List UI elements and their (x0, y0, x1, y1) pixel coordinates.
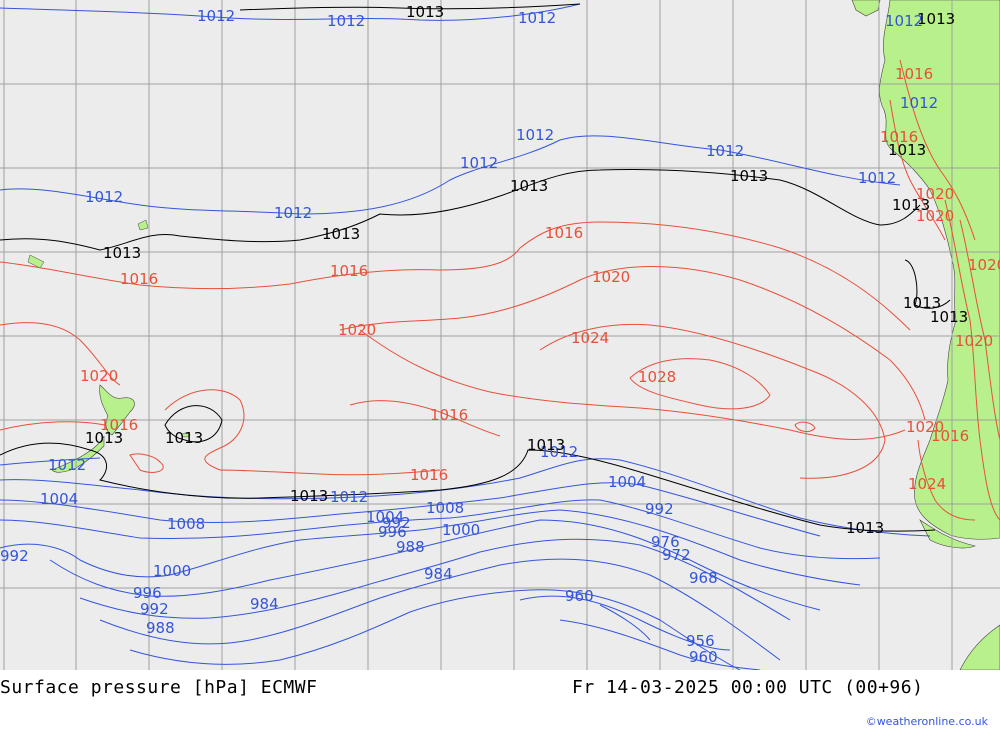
isobar-label-high-17: 1020 (968, 256, 1000, 274)
isobars-high (0, 59, 1000, 521)
isobar-label-low-28: 996 (133, 584, 162, 602)
isobar-label-low-3: 1012 (516, 126, 554, 144)
isobar-label-high-3: 1020 (592, 268, 630, 286)
isobar-label-low-2: 1012 (518, 9, 556, 27)
isobar-label-1013-7: 1013 (917, 10, 955, 28)
isobar-label-1013-13: 1013 (290, 487, 328, 505)
isobar-label-high-7: 1020 (80, 367, 118, 385)
pressure-map: 1012 1012 1012 1012 1012 1012 1012 1012 1012 1012… (0, 0, 1000, 670)
isobar-label-1013-1: 1013 (510, 177, 548, 195)
chatham-island (181, 432, 191, 438)
isobar-label-1013-5: 1013 (892, 196, 930, 214)
isobar-label-low-13: 1012 (330, 488, 368, 506)
isobar-label-low-6: 1012 (858, 169, 896, 187)
isobar-label-high-9: 1016 (430, 406, 468, 424)
isobar-label-low-11: 1012 (48, 456, 86, 474)
valid-time: Fr 14-03-2025 00:00 UTC (00+96) (572, 677, 924, 698)
isobar-label-1013-9: 1013 (930, 308, 968, 326)
isobar-label-high-1: 1016 (330, 262, 368, 280)
isobar-label-low-24: 976 (651, 533, 680, 551)
isobar-label-high-10: 1016 (410, 466, 448, 484)
fiji-island (137, 219, 149, 231)
isobar-label-1013-2: 1013 (730, 167, 768, 185)
isobar-label-low-9: 1012 (885, 12, 923, 30)
isobar-labels-low: 1012 1012 1012 1012 1012 1012 1012 1012 1012 1012… (0, 7, 938, 666)
isobar-label-high-5: 1024 (571, 329, 609, 347)
map-title: Surface pressure [hPa] ECMWF (0, 677, 318, 698)
isobar-label-high-2: 1016 (120, 270, 158, 288)
isobar-label-low-20: 996 (378, 523, 407, 541)
isobar-label-1013-4: 1013 (103, 244, 141, 262)
galapagos-area (851, 0, 881, 17)
isobar-label-1013-11: 1013 (165, 429, 203, 447)
ocean-background (0, 0, 1000, 670)
isobar-label-high-6: 1028 (638, 368, 676, 386)
isobar-label-low-36: 992 (0, 547, 29, 565)
lat-lon-grid (0, 0, 1000, 670)
isobar-label-low-16: 1004 (366, 508, 404, 526)
isobar-label-low-27: 1000 (153, 562, 191, 580)
isobar-label-low-30: 988 (146, 619, 175, 637)
isobar-label-low-15: 1004 (608, 473, 646, 491)
isobar-label-1013-0: 1013 (406, 3, 444, 21)
isobar-label-low-10: 1012 (900, 94, 938, 112)
isobar-label-low-33: 960 (565, 587, 594, 605)
cape-horn-land (919, 519, 976, 549)
isobar-label-high-11: 1020 (906, 418, 944, 436)
isobar-label-low-25: 972 (662, 546, 691, 564)
isobar-label-high-15: 1020 (916, 185, 954, 203)
isobar-label-low-35: 960 (689, 648, 718, 666)
isobar-label-high-4: 1020 (338, 321, 376, 339)
isobar-label-low-22: 988 (396, 538, 425, 556)
isobar-label-low-14: 1004 (40, 490, 78, 508)
isobar-labels-1013: 1013101310131013101310131013101310131013… (85, 3, 968, 537)
isobar-label-1013-3: 1013 (322, 225, 360, 243)
isobar-label-low-34: 956 (686, 632, 715, 650)
isobar-label-low-17: 1008 (167, 515, 205, 533)
isobar-label-low-18: 1008 (426, 499, 464, 517)
isobar-label-low-26: 984 (424, 565, 453, 583)
isobars-low (0, 3, 931, 670)
new-zealand-north-island (99, 384, 135, 436)
isobar-label-high-14: 1016 (895, 65, 933, 83)
isobar-label-high-19: 1016 (880, 128, 918, 146)
isobar-label-low-1: 1012 (327, 12, 365, 30)
isobar-label-low-0: 1012 (197, 7, 235, 25)
isobar-label-low-31: 984 (250, 595, 279, 613)
isobar-label-low-12: 1012 (540, 443, 578, 461)
isobar-label-high-16: 1020 (916, 207, 954, 225)
isobar-label-low-29: 992 (140, 600, 169, 618)
isobar-1013 (0, 3, 951, 532)
isobar-label-low-5: 1012 (706, 142, 744, 160)
new-zealand-south-island (51, 435, 105, 473)
isobar-label-low-8: 1012 (274, 204, 312, 222)
isobar-label-low-21: 992 (382, 514, 411, 532)
antarctic-peninsula (959, 624, 1000, 670)
isobar-label-1013-10: 1013 (85, 429, 123, 447)
isobar-label-low-32: 968 (689, 569, 718, 587)
isobar-label-high-0: 1016 (545, 224, 583, 242)
isobar-label-1013-8: 1013 (903, 294, 941, 312)
isobar-label-high-12: 1016 (931, 427, 969, 445)
isobar-label-high-8: 1016 (100, 416, 138, 434)
isobar-label-1013-12: 1013 (527, 436, 565, 454)
isobar-label-low-7: 1012 (85, 188, 123, 206)
isobar-label-low-23: 992 (645, 500, 674, 518)
isobar-label-high-18: 1020 (955, 332, 993, 350)
south-america-land (879, 0, 1000, 540)
isobar-label-1013-14: 1013 (846, 519, 884, 537)
isobar-label-high-13: 1024 (908, 475, 946, 493)
isobar-label-low-4: 1012 (460, 154, 498, 172)
credit-link[interactable]: ©weatheronline.co.uk (865, 715, 988, 728)
isobar-label-1013-6: 1013 (888, 141, 926, 159)
isobar-label-low-19: 1000 (442, 521, 480, 539)
